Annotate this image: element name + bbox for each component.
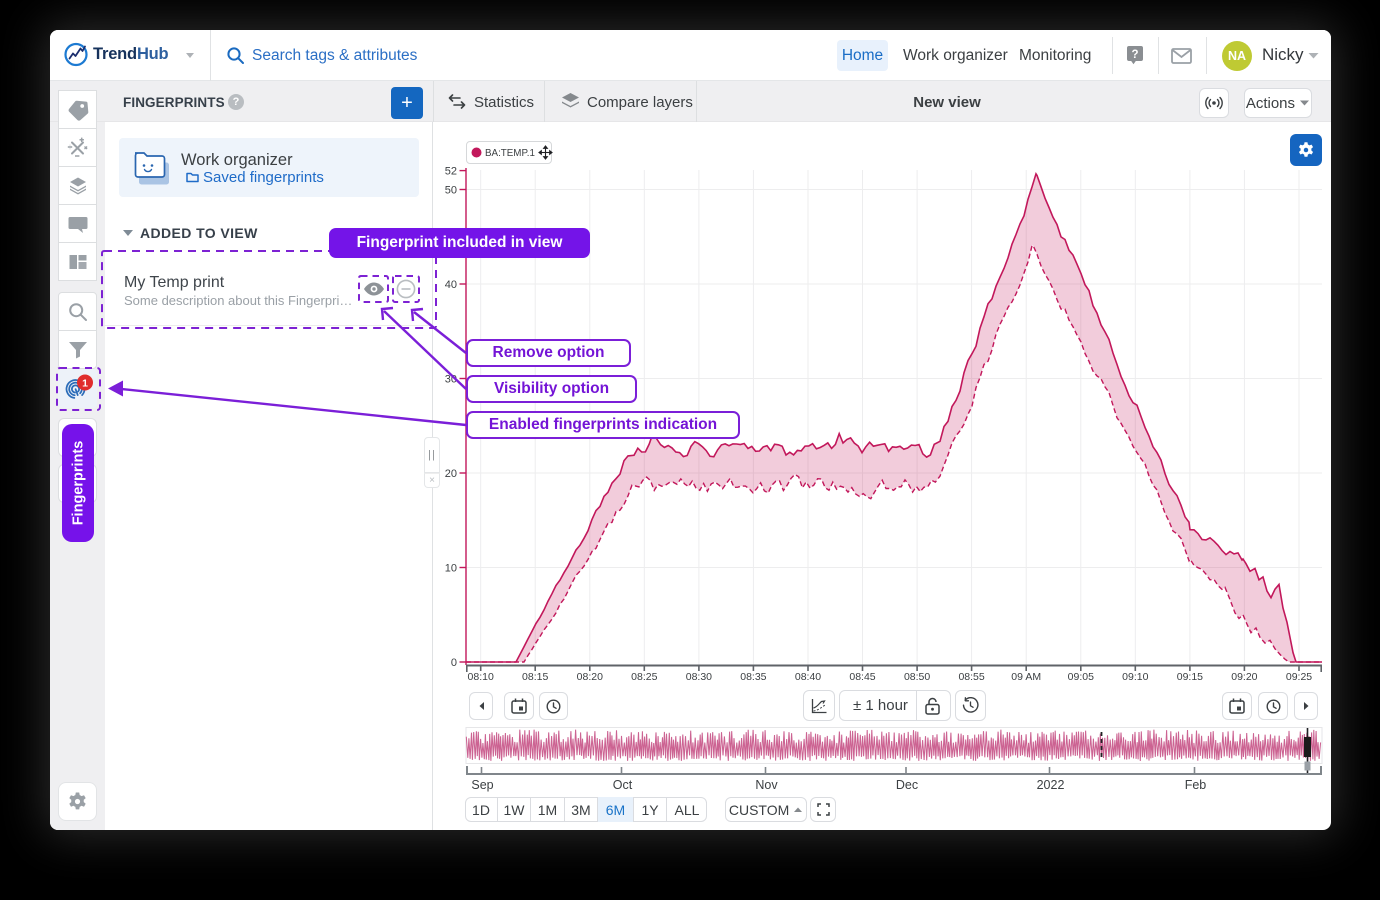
- svg-text:2022: 2022: [1037, 778, 1065, 792]
- svg-text:10: 10: [445, 562, 457, 574]
- svg-text:Oct: Oct: [613, 778, 633, 792]
- svg-text:09:10: 09:10: [1122, 671, 1148, 683]
- svg-text:1: 1: [82, 377, 88, 389]
- svg-text:50: 50: [445, 184, 457, 196]
- svg-text:Feb: Feb: [1185, 778, 1207, 792]
- svg-text:09 AM: 09 AM: [1011, 671, 1041, 683]
- svg-text:Nov: Nov: [755, 778, 778, 792]
- svg-text:BA:TEMP.1: BA:TEMP.1: [485, 148, 535, 159]
- svg-text:08:55: 08:55: [958, 671, 984, 683]
- svg-text:08:20: 08:20: [577, 671, 603, 683]
- svg-text:30: 30: [445, 373, 457, 385]
- svg-text:52: 52: [445, 165, 457, 177]
- svg-text:08:50: 08:50: [904, 671, 930, 683]
- svg-text:40: 40: [445, 279, 457, 291]
- svg-text:Sep: Sep: [471, 778, 493, 792]
- svg-text:09:25: 09:25: [1286, 671, 1312, 683]
- svg-text:09:20: 09:20: [1231, 671, 1257, 683]
- svg-text:09:05: 09:05: [1068, 671, 1094, 683]
- svg-text:08:45: 08:45: [849, 671, 875, 683]
- svg-text:08:25: 08:25: [631, 671, 657, 683]
- svg-text:08:15: 08:15: [522, 671, 548, 683]
- svg-text:08:35: 08:35: [740, 671, 766, 683]
- svg-text:09:15: 09:15: [1177, 671, 1203, 683]
- svg-text:08:10: 08:10: [468, 671, 494, 683]
- svg-text:0: 0: [451, 657, 457, 669]
- svg-text:?: ?: [1131, 49, 1138, 61]
- svg-text:Dec: Dec: [896, 778, 918, 792]
- svg-text:08:30: 08:30: [686, 671, 712, 683]
- svg-text:08:40: 08:40: [795, 671, 821, 683]
- svg-text:20: 20: [445, 468, 457, 480]
